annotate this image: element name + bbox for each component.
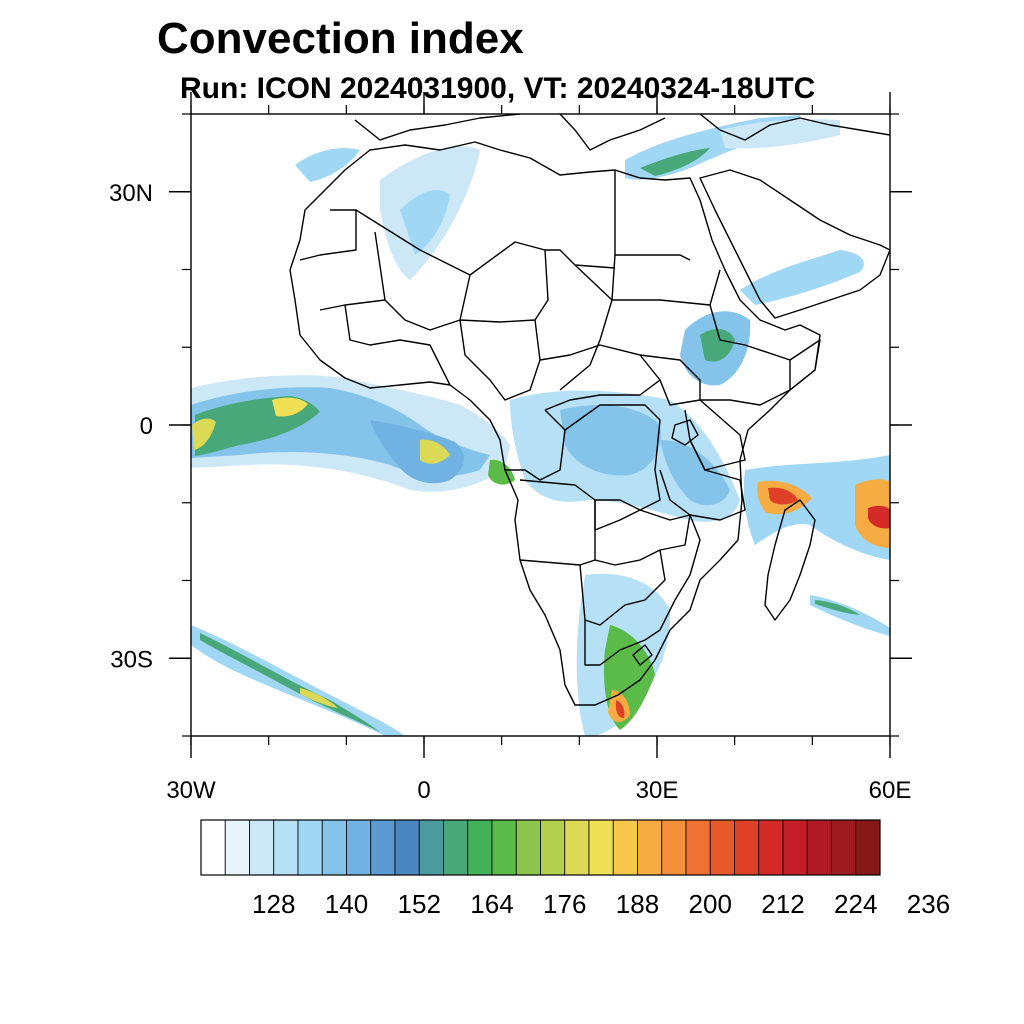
colorbar-swatch bbox=[588, 819, 614, 876]
field-sahara-band-inner bbox=[400, 190, 450, 255]
coastlines-borders bbox=[289, 114, 890, 706]
border-zambia bbox=[594, 509, 691, 566]
colorbar-tick-label: 152 bbox=[398, 889, 441, 919]
colorbar-swatch bbox=[831, 819, 857, 876]
border-algeria-mali bbox=[355, 209, 616, 276]
colorbar-tick-label: 212 bbox=[761, 889, 804, 919]
field-natal-red bbox=[615, 700, 625, 718]
colorbar-swatch bbox=[370, 819, 396, 876]
border-niger-chad bbox=[459, 249, 549, 323]
colorbar-swatch bbox=[855, 819, 881, 876]
field-sw-front bbox=[191, 625, 405, 736]
border-mauritania bbox=[319, 231, 386, 311]
lat-tick-label: 30S bbox=[110, 646, 153, 673]
field-south-indian-core bbox=[815, 600, 860, 615]
colorbar-swatch bbox=[661, 819, 687, 876]
colorbar-tick-label: 164 bbox=[470, 889, 513, 919]
colorbar-swatch bbox=[806, 819, 832, 876]
arabia-coastline bbox=[699, 169, 890, 319]
field-sw-front-core bbox=[200, 633, 380, 732]
field-madagascar-red bbox=[768, 487, 798, 505]
chart-subtitle: Run: ICON 2024031900, VT: 20240324-18UTC bbox=[180, 72, 816, 105]
border-mozambique bbox=[659, 514, 701, 631]
lon-tick-label: 60E bbox=[869, 777, 912, 804]
field-east-africa bbox=[660, 440, 730, 506]
colorbar-swatch bbox=[709, 819, 735, 876]
border-mali-niger bbox=[384, 274, 471, 331]
colorbar-swatch bbox=[418, 819, 444, 876]
field-morocco bbox=[295, 148, 360, 182]
border-sudan bbox=[611, 254, 721, 306]
field-sw-front-warm bbox=[300, 688, 338, 708]
field-indian-ocean-red bbox=[868, 505, 890, 529]
field-arabia-yemen bbox=[740, 250, 864, 305]
field-gulf-guinea bbox=[370, 420, 465, 484]
colorbar-swatch bbox=[564, 819, 590, 876]
map-axes: 30W 0 30E 60E 30N 0 30S bbox=[109, 92, 912, 804]
border-sahara-west bbox=[299, 209, 357, 261]
colorbar-swatch bbox=[467, 819, 493, 876]
colorbar-tick-label: 236 bbox=[907, 889, 950, 919]
colorbar-tick-label: 224 bbox=[834, 889, 877, 919]
border-tanzania bbox=[659, 439, 746, 521]
field-gulf-core bbox=[420, 439, 450, 464]
colorbar-swatch bbox=[394, 819, 420, 876]
field-guinea-east bbox=[488, 459, 515, 485]
border-nigeria bbox=[459, 319, 541, 401]
colorbar-swatch bbox=[540, 819, 566, 876]
colorbar-swatch bbox=[612, 819, 638, 876]
field-atlantic-west bbox=[192, 418, 216, 450]
colorbar-swatch bbox=[249, 819, 275, 876]
field-med-core bbox=[640, 148, 710, 176]
colorbar-swatch bbox=[685, 819, 711, 876]
border-somalia bbox=[789, 339, 821, 391]
colorbar-tick-label: 176 bbox=[543, 889, 586, 919]
field-ethiopia-core bbox=[700, 328, 735, 362]
madagascar-coastline bbox=[764, 499, 816, 621]
border-chad-sudan bbox=[559, 264, 613, 391]
colorbar-swatch bbox=[734, 819, 760, 876]
border-south-sudan bbox=[639, 354, 701, 406]
lon-tick-label: 30W bbox=[166, 777, 216, 804]
colorbar-swatch bbox=[273, 819, 299, 876]
colorbar-tick-label: 128 bbox=[252, 889, 295, 919]
colorbar-tick-label: 140 bbox=[325, 889, 368, 919]
colorbar-swatch bbox=[782, 819, 808, 876]
colorbar-tick-label: 200 bbox=[689, 889, 732, 919]
europe-coastline bbox=[354, 114, 890, 151]
colorbar-swatch bbox=[200, 819, 226, 876]
lon-tick-label: 0 bbox=[417, 777, 430, 804]
lon-tick-label: 30E bbox=[636, 777, 679, 804]
border-drc bbox=[505, 404, 661, 530]
chart-title: Convection index bbox=[157, 14, 524, 63]
colorbar-swatch bbox=[321, 819, 347, 876]
lat-tick-label: 30N bbox=[109, 180, 153, 207]
border-south-africa bbox=[584, 620, 661, 666]
colorbar-swatch bbox=[758, 819, 784, 876]
border-libya-egypt bbox=[614, 170, 691, 261]
lat-tick-label: 0 bbox=[140, 413, 153, 440]
colorbar-swatch bbox=[297, 819, 323, 876]
colorbar: 128 140 152 164 176 188 200 212 224 236 bbox=[200, 819, 950, 919]
field-egypt-north bbox=[720, 119, 840, 149]
border-west-africa bbox=[344, 304, 451, 386]
colorbar-swatch bbox=[491, 819, 517, 876]
colorbar-swatch bbox=[515, 819, 541, 876]
colorbar-swatch bbox=[346, 819, 372, 876]
africa-coastline bbox=[289, 141, 821, 706]
colorbar-tick-label: 188 bbox=[616, 889, 659, 919]
lesotho bbox=[632, 644, 653, 666]
field-atlantic-peak bbox=[272, 397, 308, 417]
colorbar-swatch bbox=[637, 819, 663, 876]
colorbar-frame bbox=[200, 819, 881, 876]
border-kenya bbox=[684, 399, 746, 471]
colorbar-swatch bbox=[443, 819, 469, 876]
field-madagascar bbox=[743, 455, 890, 560]
border-ethiopia bbox=[700, 304, 791, 406]
colorbar-swatch bbox=[224, 819, 250, 876]
field-central-inner bbox=[560, 405, 661, 476]
lake-victoria bbox=[671, 419, 699, 446]
convection-field bbox=[191, 115, 890, 736]
